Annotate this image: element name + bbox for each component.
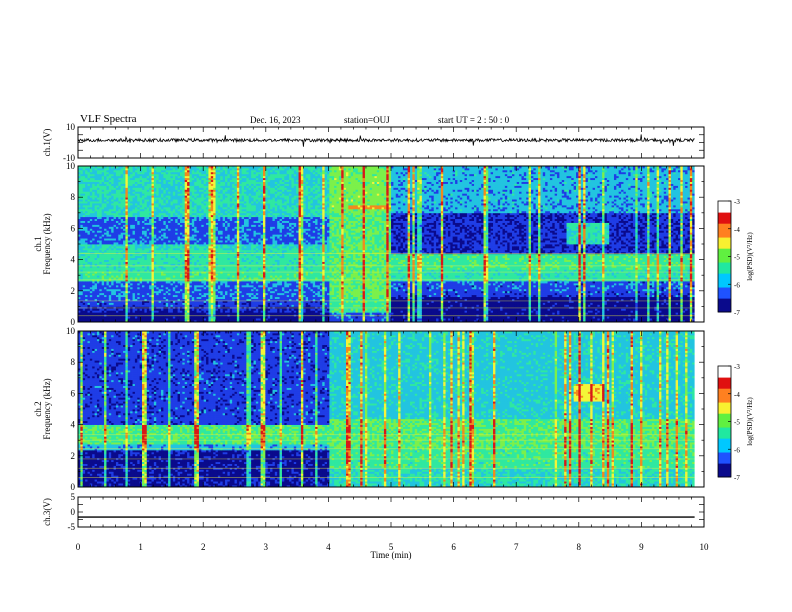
xtick-label: 10	[700, 542, 710, 552]
xtick-label: 7	[514, 542, 519, 552]
colorbar-tick-label: -5	[734, 254, 740, 262]
ytick-label: 4	[71, 420, 76, 430]
ytick-label: 10	[66, 122, 76, 132]
spectrogram-ch1	[78, 166, 704, 322]
ytick-label: 10	[66, 326, 76, 336]
xtick-label: 1	[138, 542, 143, 552]
ytick-label: 6	[71, 223, 76, 233]
colorbar-tick-label: -6	[734, 281, 740, 289]
ch1-waveform-line	[78, 134, 695, 146]
ytick-label: 10	[66, 161, 76, 171]
yaxis-label: ch.3(V)	[42, 498, 52, 526]
colorbar-tick-label: -5	[734, 419, 740, 427]
xtick-label: 0	[76, 542, 81, 552]
vlf-figure: 10-10ch.1(V)0246810ch.1 Frequency (kHz)02…	[0, 0, 792, 612]
xaxis-label: Time (min)	[371, 550, 412, 560]
ytick-label: 8	[71, 357, 76, 367]
ytick-label: 2	[71, 451, 76, 461]
spectrogram-ch2	[78, 331, 704, 487]
ytick-label: 0	[71, 507, 76, 517]
xtick-label: 8	[577, 542, 582, 552]
ytick-label: 8	[71, 192, 76, 202]
xtick-label: 4	[326, 542, 331, 552]
colorbar-2	[718, 366, 731, 478]
xtick-label: 9	[639, 542, 644, 552]
yaxis-label: ch.1(V)	[42, 129, 52, 157]
ytick-label: 2	[71, 286, 76, 296]
yaxis-label: Frequency (kHz)	[42, 213, 52, 274]
spectrogram-layer	[78, 166, 704, 487]
colorbar-1	[718, 201, 731, 313]
colorbar-tick-label: -4	[734, 226, 740, 234]
xtick-label: 6	[451, 542, 456, 552]
ytick-label: 0	[71, 482, 76, 492]
ytick-label: 5	[71, 492, 76, 502]
xtick-label: 3	[264, 542, 269, 552]
colorbar-tick-label: -3	[734, 198, 740, 206]
colorbar-label: log(PSD)(V²/Hz)	[746, 397, 754, 446]
colorbar-tick-label: -4	[734, 391, 740, 399]
colorbar-tick-label: -7	[734, 474, 740, 482]
colorbar-label: log(PSD)(V²/Hz)	[746, 232, 754, 281]
ytick-label: 4	[71, 255, 76, 265]
yaxis-label: Frequency (kHz)	[42, 378, 52, 439]
colorbar-tick-label: -6	[734, 446, 740, 454]
colorbar-tick-label: -7	[734, 309, 740, 317]
colorbar-tick-label: -3	[734, 363, 740, 371]
xtick-label: 2	[201, 542, 206, 552]
ytick-label: -5	[68, 522, 76, 532]
ytick-label: 6	[71, 388, 76, 398]
